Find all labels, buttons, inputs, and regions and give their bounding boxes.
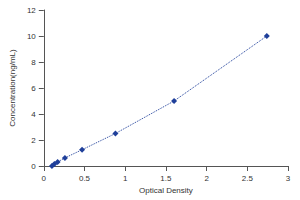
svg-text:12: 12 <box>27 6 36 15</box>
svg-text:2: 2 <box>31 136 36 145</box>
svg-text:4: 4 <box>31 110 36 119</box>
svg-text:0: 0 <box>42 174 47 183</box>
svg-text:3: 3 <box>286 174 291 183</box>
svg-text:1.5: 1.5 <box>160 174 172 183</box>
svg-text:2.5: 2.5 <box>242 174 254 183</box>
svg-text:Optical Density: Optical Density <box>139 186 193 195</box>
svg-text:6: 6 <box>31 84 36 93</box>
svg-text:2: 2 <box>204 174 209 183</box>
svg-text:8: 8 <box>31 58 36 67</box>
svg-text:0.5: 0.5 <box>79 174 91 183</box>
svg-text:1: 1 <box>123 174 128 183</box>
svg-text:0: 0 <box>31 162 36 171</box>
svg-text:Concentration(ng/mL): Concentration(ng/mL) <box>8 49 17 127</box>
svg-text:10: 10 <box>27 32 36 41</box>
